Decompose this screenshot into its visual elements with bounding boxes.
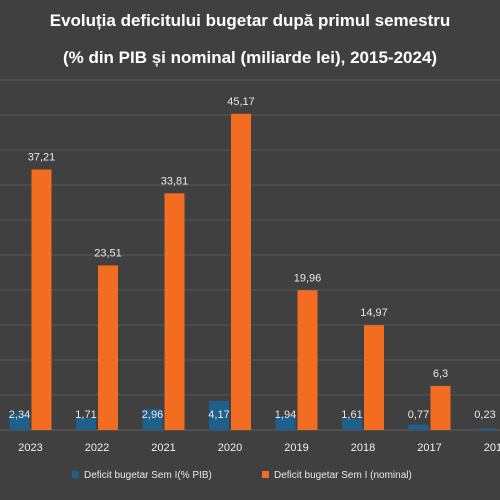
bars [9,113,495,430]
x-tick-2018: 2018 [351,442,375,454]
bar-pib-2016 [475,428,495,430]
x-tick-2019: 2019 [284,442,308,454]
bar-nominal-2022 [98,265,118,430]
bar-pib-2019 [275,416,296,430]
bar-nominal-2018 [364,325,384,430]
bar-pib-2018 [342,418,362,430]
x-tick-2021: 2021 [151,442,175,454]
bar-nominal-2019 [297,290,318,430]
x-tick-2016: 2016 [484,442,500,454]
chart-title-line-1: Evoluția deficitului bugetar după primul… [50,11,451,30]
legend-swatch-nominal [262,471,269,478]
data-label-pib-2020: 4,17 [208,409,229,421]
data-label-pib-2017: 0,77 [408,409,429,421]
data-label-nominal-2019: 19,96 [294,272,322,284]
chart-title-line-2: (% din PIB și nominal (miliarde lei), 20… [63,48,437,67]
x-ticks: 202420232022202120202019201820172016 [18,442,500,454]
x-tick-2017: 2017 [417,442,441,454]
legend-swatch-pib [72,471,79,478]
x-tick-2022: 2022 [85,442,109,454]
legend-label-nominal: Deficit bugetar Sem I (nominal) [274,470,412,481]
data-label-nominal-2018: 14,97 [360,307,388,319]
data-label-pib-2023: 2,34 [9,409,30,421]
bar-pib-2017 [408,424,429,430]
legend: Deficit bugetar Sem I(% PIB) Deficit bug… [72,470,412,481]
x-tick-2020: 2020 [218,442,242,454]
bar-nominal-2023 [31,169,52,430]
bar-pib-2021 [142,409,163,430]
bar-nominal-2021 [164,193,185,430]
bar-pib-2023 [9,413,30,430]
data-label-nominal-2021: 33,81 [161,175,189,187]
bar-nominal-2020 [231,113,251,430]
data-label-pib-2018: 1,61 [341,409,362,421]
bar-nominal-2017 [430,385,451,430]
data-label-nominal-2023: 37,21 [28,152,56,164]
data-label-nominal-2017: 6,3 [433,368,448,380]
bar-pib-2022 [76,418,96,430]
x-tick-2023: 2023 [18,442,42,454]
bar-pib-2020 [209,400,229,430]
data-label-nominal-2020: 45,17 [227,96,255,108]
data-label-nominal-2022: 23,51 [94,247,122,259]
data-label-pib-2022: 1,71 [75,409,96,421]
data-label-pib-2016: 0,23 [474,409,495,421]
data-label-pib-2019: 1,94 [275,409,296,421]
data-label-pib-2021: 2,96 [142,409,163,421]
legend-label-pib: Deficit bugetar Sem I(% PIB) [84,470,212,481]
data-labels: 2,34 37,21 1,71 23,51 2,96 33,81 4,17 45,17 1,94… [9,96,496,421]
